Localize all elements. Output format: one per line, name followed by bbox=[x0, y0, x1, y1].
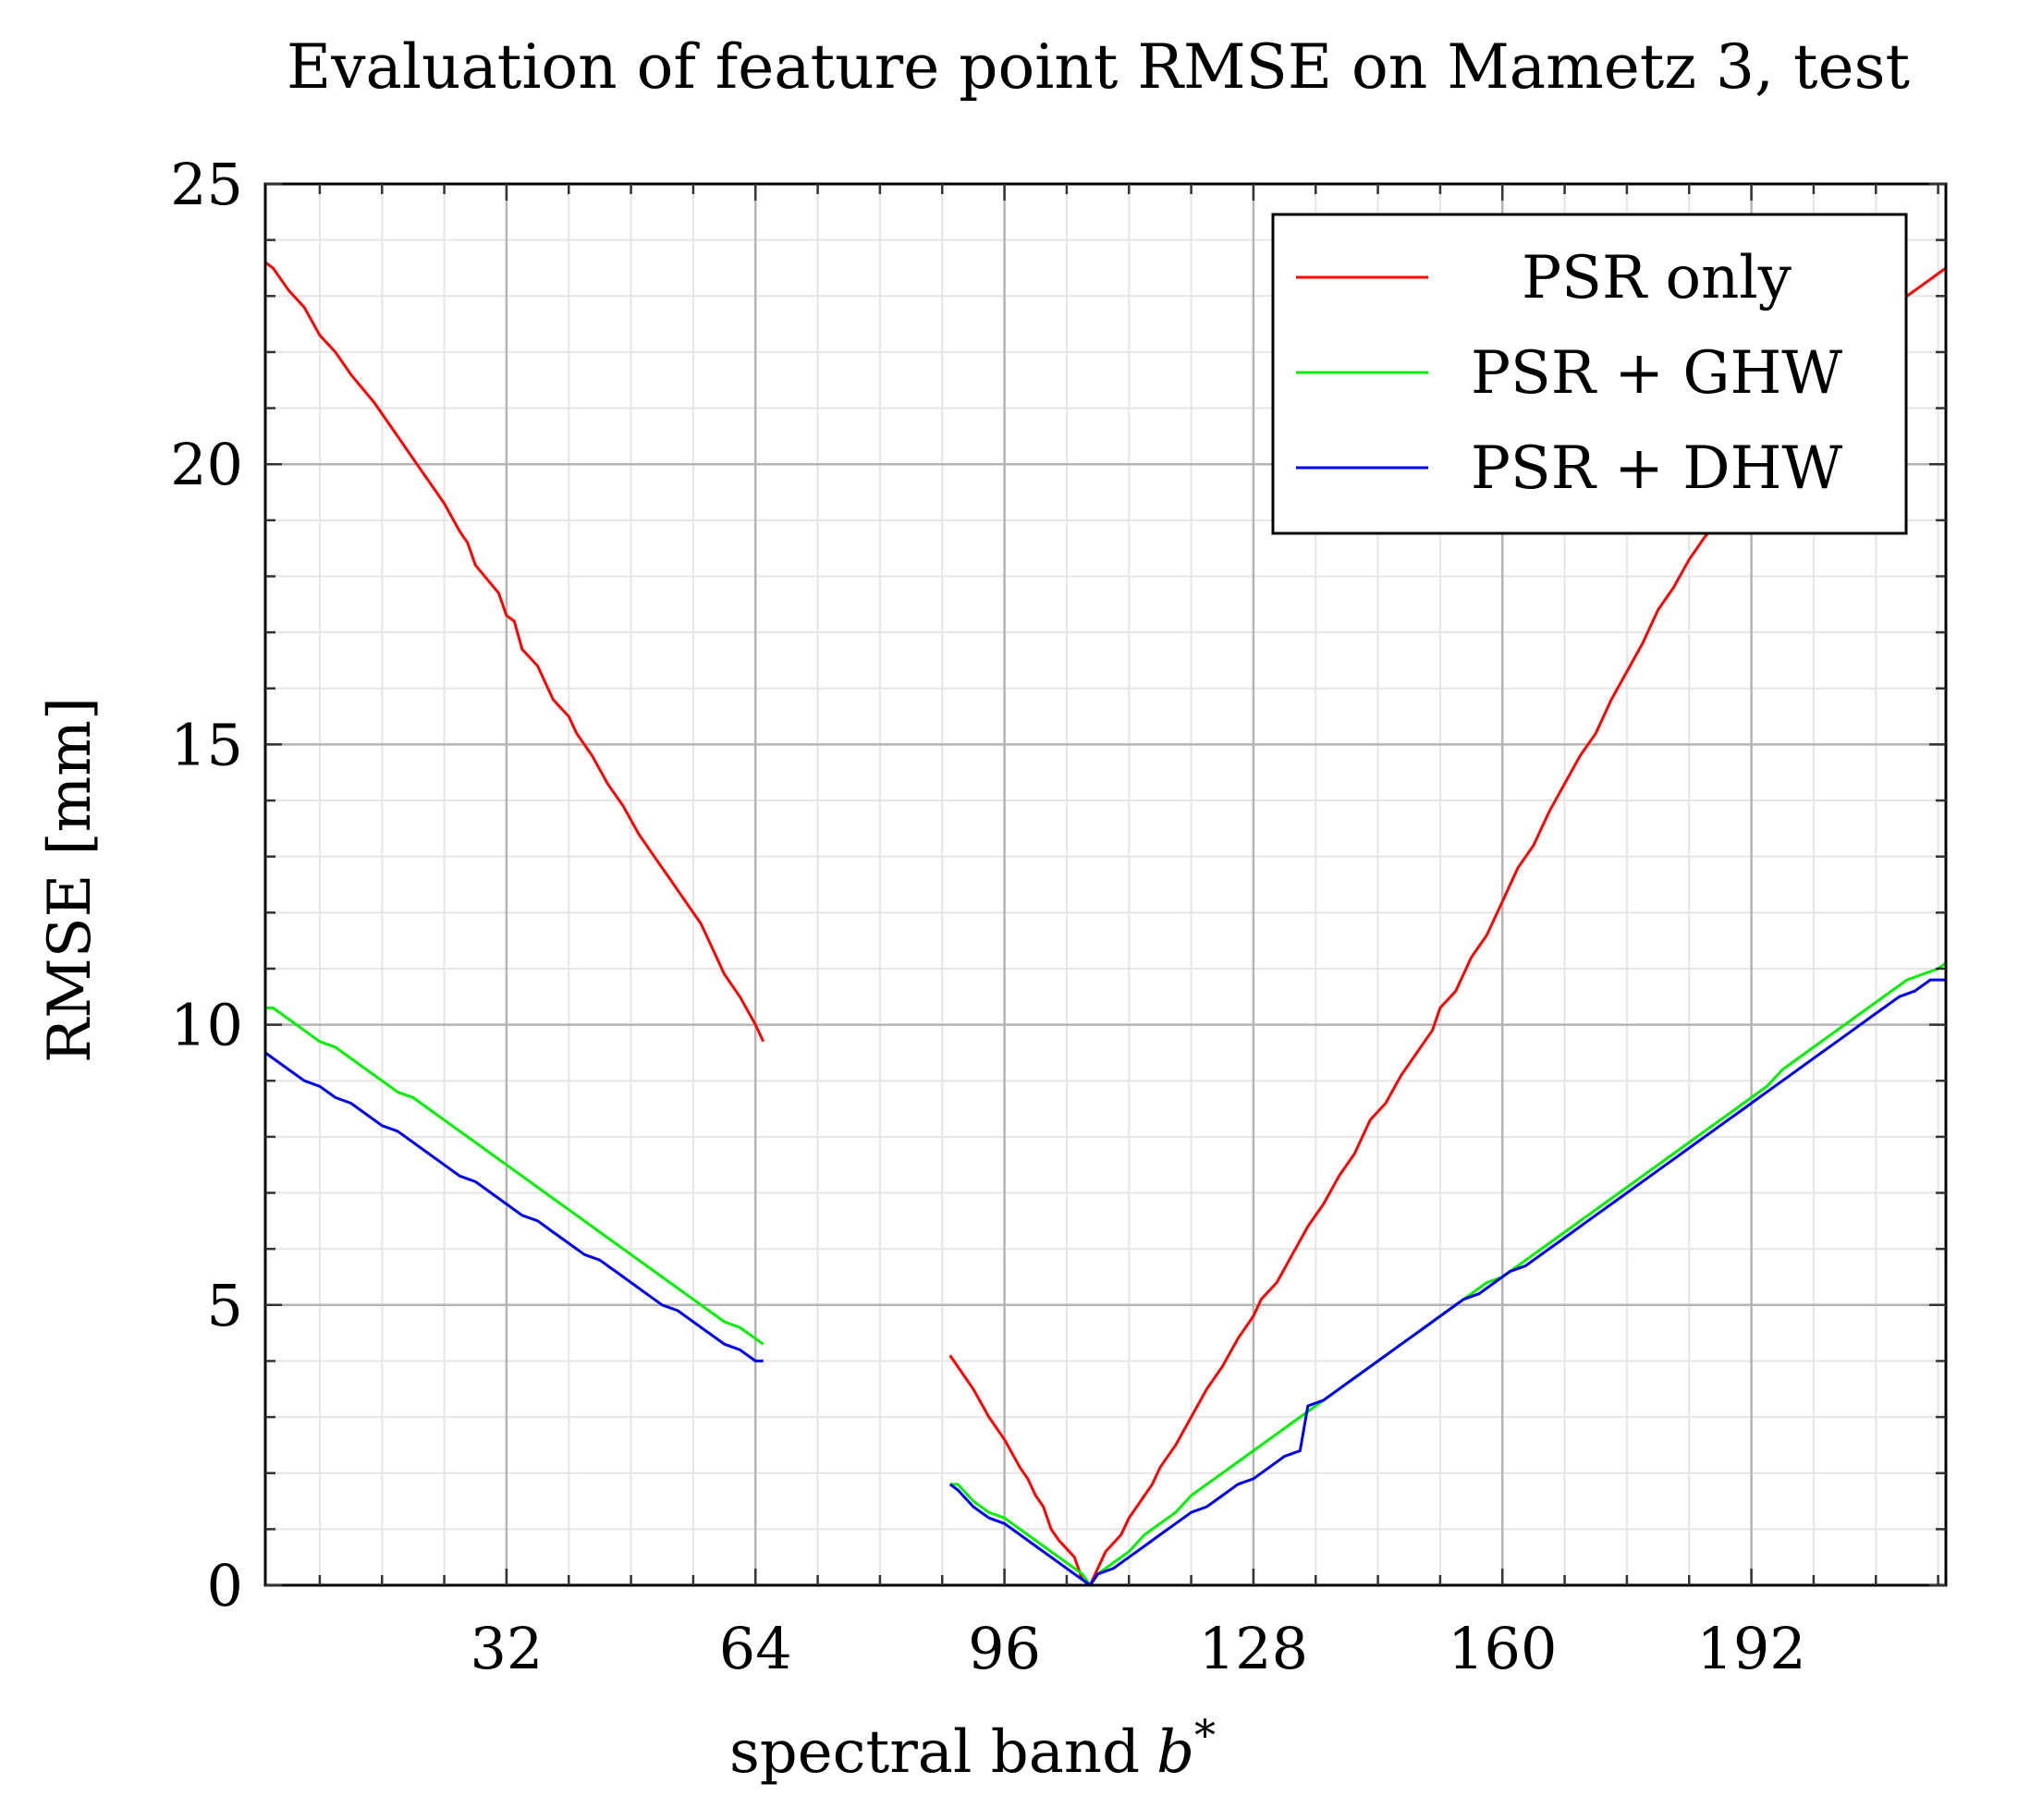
legend-label-3: PSR + DHW bbox=[1471, 434, 1843, 503]
x-axis-superscript: * bbox=[1194, 1710, 1216, 1760]
series-line-1 bbox=[264, 261, 765, 1043]
legend-label-1: PSR only bbox=[1522, 244, 1792, 312]
x-tick-label: 192 bbox=[1696, 1615, 1805, 1682]
x-axis-label: spectral band b* bbox=[729, 1710, 1216, 1787]
x-tick-label: 160 bbox=[1448, 1615, 1557, 1682]
x-axis-label-text: spectral band bbox=[729, 1718, 1140, 1787]
legend-box bbox=[1271, 213, 1908, 535]
series-line-2 bbox=[265, 1006, 764, 1346]
y-tick-label: 10 bbox=[170, 992, 243, 1059]
x-tick-label: 32 bbox=[470, 1615, 543, 1682]
plot-frame bbox=[263, 182, 1948, 1587]
y-tick-label: 0 bbox=[207, 1552, 243, 1619]
series-line-3 bbox=[264, 1051, 764, 1362]
x-tick-label: 64 bbox=[719, 1615, 792, 1682]
legend: PSR only PSR + GHW PSR + DHW bbox=[1271, 213, 1908, 535]
y-axis-label: RMSE [mm] bbox=[36, 697, 104, 1063]
y-tick-label: 25 bbox=[170, 151, 243, 218]
x-axis-symbol: b bbox=[1156, 1718, 1194, 1787]
series-line-3 bbox=[948, 978, 1946, 1587]
chart-title: Evaluation of feature point RMSE on Mame… bbox=[287, 31, 1910, 103]
series-line-2 bbox=[949, 961, 1947, 1587]
x-tick-label: 128 bbox=[1199, 1615, 1308, 1682]
x-tick-label: 96 bbox=[968, 1615, 1041, 1682]
legend-label-2: PSR + GHW bbox=[1471, 339, 1842, 408]
axis-ticks: 32 64 96 128 160 192 0 5 10 15 20 25 bbox=[170, 151, 1946, 1682]
y-tick-label: 20 bbox=[170, 431, 243, 498]
y-tick-label: 15 bbox=[170, 711, 243, 778]
y-tick-label: 5 bbox=[207, 1272, 243, 1339]
